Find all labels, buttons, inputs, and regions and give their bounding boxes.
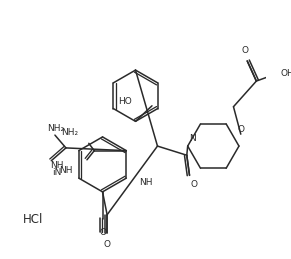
Text: HO: HO (118, 97, 132, 106)
Text: O: O (237, 125, 244, 134)
Text: NH: NH (59, 166, 72, 175)
Text: HCl: HCl (23, 213, 43, 226)
Text: O: O (104, 240, 111, 249)
Text: O: O (99, 228, 106, 238)
Text: iN: iN (52, 168, 61, 177)
Text: NH: NH (140, 178, 153, 187)
Text: O: O (191, 180, 198, 189)
Text: N: N (189, 134, 196, 143)
Text: NH₂: NH₂ (61, 128, 78, 137)
Text: NH₂: NH₂ (47, 124, 64, 133)
Text: O: O (242, 46, 249, 55)
Text: NH: NH (51, 161, 64, 170)
Text: OH: OH (280, 69, 291, 78)
